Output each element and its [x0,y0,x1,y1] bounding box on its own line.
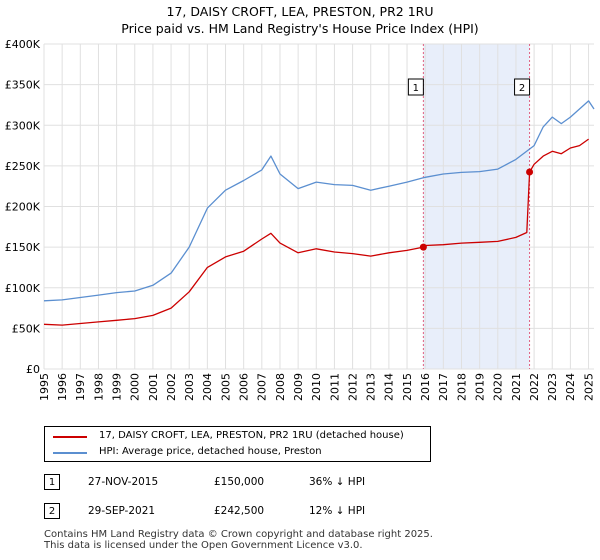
x-tick-label: 2000 [129,373,142,401]
x-tick-label: 2013 [365,373,378,401]
x-tick-label: 1997 [74,373,87,401]
chart-subtitle: Price paid vs. HM Land Registry's House … [121,21,479,36]
chart-title: 17, DAISY CROFT, LEA, PRESTON, PR2 1RU [166,4,434,19]
series-line-property [43,138,589,326]
x-tick-label: 2022 [528,373,541,401]
x-tick-label: 1999 [110,373,123,401]
y-tick-label: £0 [26,363,40,376]
transaction-hpi-diff: 12% ↓ HPI [309,505,366,517]
x-tick-label: 2002 [165,373,178,401]
x-tick-label: 2019 [473,373,486,401]
x-tick-label: 2005 [219,373,232,401]
x-tick-label: 2003 [183,373,196,401]
footer: Contains HM Land Registry data © Crown c… [44,529,433,551]
x-tick-label: 2025 [582,373,595,401]
x-tick-label: 2012 [346,373,359,401]
footer-copyright: Contains HM Land Registry data © Crown c… [44,529,433,540]
sale-point [419,243,427,251]
y-tick-label: £250K [5,160,41,173]
transaction-price: £242,500 [214,505,265,517]
x-tick-label: 2023 [546,373,559,401]
legend-item-property: 17, DAISY CROFT, LEA, PRESTON, PR2 1RU (… [45,429,430,445]
transaction-row: 2 29-SEP-2021 £242,500 12% ↓ HPI [44,503,594,521]
x-tick-label: 2007 [256,373,269,401]
legend-label-hpi: HPI: Average price, detached house, Pres… [99,446,322,457]
x-tick-label: 1998 [92,373,105,401]
legend-swatch-hpi [53,452,87,454]
legend-swatch-property [53,436,87,438]
sale-point [526,168,534,176]
x-tick-label: 2020 [492,373,505,401]
x-tick-label: 2024 [564,373,577,401]
legend-label-property: 17, DAISY CROFT, LEA, PRESTON, PR2 1RU (… [99,430,404,441]
x-tick-label: 1995 [38,373,51,401]
x-tick-label: 2017 [437,373,450,401]
transaction-hpi-diff: 36% ↓ HPI [309,476,366,488]
marker-label: 1 [413,83,419,94]
y-tick-label: £350K [5,79,41,92]
y-tick-label: £400K [5,38,41,51]
x-tick-label: 2006 [238,373,251,401]
transaction-row: 1 27-NOV-2015 £150,000 36% ↓ HPI [44,474,594,492]
price-chart: 1 2 £0 £50K £100K £150K £200K £250K £300K £350K £4… [5,38,596,401]
marker-label-box [514,78,531,96]
x-tick-label: 2001 [147,373,160,401]
x-tick-label: 2008 [274,373,287,401]
x-tick-label: 2010 [310,373,323,401]
x-tick-label: 2011 [328,373,341,401]
x-tick-label: 2009 [292,373,305,401]
x-tick-label: 2015 [401,373,414,401]
transaction-price: £150,000 [214,476,265,488]
legend: 17, DAISY CROFT, LEA, PRESTON, PR2 1RU (… [44,426,431,462]
x-tick-label: 2004 [201,373,214,401]
transaction-number-badge: 2 [44,503,60,519]
footer-license: This data is licensed under the Open Gov… [44,540,363,551]
marker-label-box [407,78,424,96]
y-tick-label: £150K [5,241,41,254]
series-line-hpi [43,100,595,302]
transaction-date: 29-SEP-2021 [88,505,156,517]
transaction-number-badge: 1 [44,474,60,490]
legend-item-hpi: HPI: Average price, detached house, Pres… [45,445,430,461]
y-tick-label: £50K [12,322,41,335]
x-tick-label: 2018 [455,373,468,401]
y-tick-label: £300K [5,119,41,132]
y-tick-label: £100K [5,282,41,295]
y-tick-label: £200K [5,201,41,214]
x-tick-label: 2021 [510,373,523,401]
x-tick-label: 2016 [419,373,432,401]
x-tick-label: 2014 [383,373,396,401]
transaction-date: 27-NOV-2015 [88,476,159,488]
x-tick-label: 1996 [56,373,69,401]
marker-label: 2 [519,83,525,94]
